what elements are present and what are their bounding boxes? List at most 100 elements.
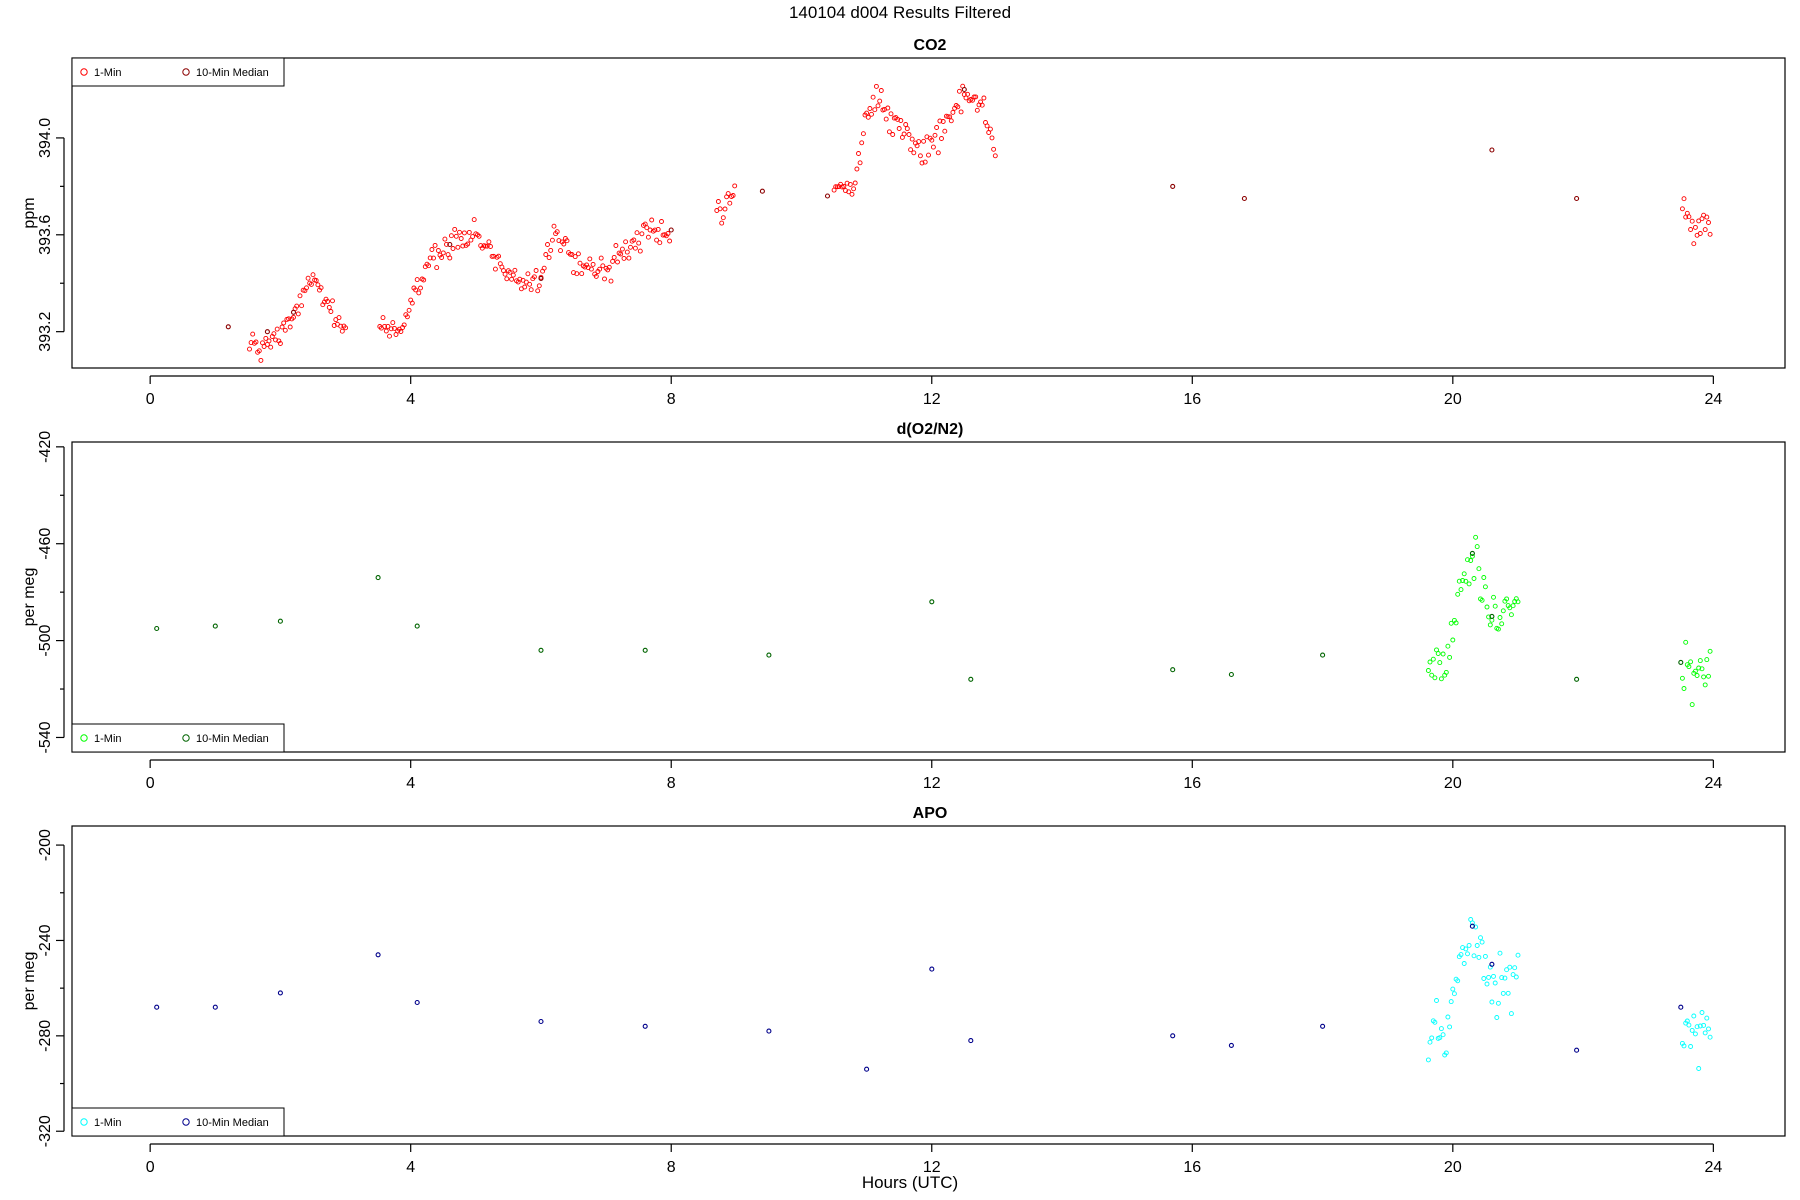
point-1min-co2 [450, 246, 456, 251]
point-1min-co2 [717, 206, 723, 212]
point-1min-co2 [558, 248, 563, 254]
point-1min-co2 [929, 137, 935, 143]
point-1min-o2n2 [1455, 591, 1461, 597]
point-1min-apo [1699, 1010, 1705, 1015]
point-1min-co2 [1681, 196, 1687, 202]
point-1min-co2 [602, 276, 607, 282]
point-1min-co2 [447, 255, 453, 261]
point-1min-co2 [1689, 218, 1695, 224]
point-1min-co2 [268, 344, 274, 350]
x-tick-label-apo: 0 [146, 1159, 155, 1176]
point-1min-co2 [429, 247, 435, 252]
point-1min-co2 [958, 109, 964, 115]
point-median-o2n2 [538, 647, 544, 653]
point-median-o2n2 [1170, 667, 1176, 673]
point-1min-co2 [398, 329, 404, 334]
point-1min-co2 [922, 159, 928, 165]
point-1min-co2 [971, 94, 977, 100]
point-1min-co2 [427, 255, 433, 261]
point-median-co2 [1170, 183, 1176, 189]
y-tick-label-co2: 394.0 [37, 118, 54, 158]
point-1min-co2 [523, 279, 529, 285]
point-1min-co2 [440, 250, 446, 256]
point-1min-co2 [304, 285, 309, 291]
point-1min-co2 [935, 150, 941, 156]
point-1min-co2 [955, 104, 961, 110]
point-1min-co2 [849, 191, 855, 197]
x-tick-label-apo: 16 [1183, 1159, 1201, 1176]
point-1min-co2 [626, 255, 632, 261]
point-median-apo [1170, 1033, 1176, 1039]
point-1min-apo [1465, 951, 1470, 957]
point-1min-co2 [452, 226, 458, 232]
point-1min-apo [1510, 972, 1516, 978]
panel-o2n2: d(O2/N2) per meg 0 4 8 12 16 20 24 -540 -500 -460… [21, 421, 1786, 792]
point-1min-o2n2 [1702, 682, 1708, 688]
point-1min-o2n2 [1515, 599, 1521, 605]
point-1min-co2 [896, 126, 902, 131]
point-1min-co2 [859, 140, 865, 146]
point-1min-co2 [930, 144, 936, 150]
point-1min-co2 [914, 143, 920, 149]
point-1min-co2 [486, 239, 492, 245]
point-1min-o2n2 [1425, 668, 1431, 673]
point-1min-apo [1502, 975, 1508, 981]
point-1min-apo [1473, 924, 1479, 930]
point-1min-co2 [873, 83, 879, 89]
point-1min-co2 [916, 139, 922, 145]
point-1min-co2 [305, 275, 311, 281]
point-1min-apo [1508, 1011, 1514, 1017]
point-1min-co2 [618, 251, 624, 257]
point-median-apo [929, 966, 935, 972]
point-median-apo [154, 1004, 160, 1010]
point-1min-co2 [636, 240, 642, 246]
point-1min-o2n2 [1499, 621, 1505, 627]
point-1min-co2 [715, 199, 721, 204]
point-median-o2n2 [642, 647, 648, 653]
point-1min-co2 [632, 245, 638, 251]
point-1min-o2n2 [1486, 614, 1492, 620]
point-1min-co2 [387, 333, 392, 339]
point-1min-co2 [588, 266, 594, 272]
point-1min-apo [1512, 965, 1518, 971]
point-median-apo [538, 1018, 544, 1025]
point-1min-co2 [406, 307, 412, 313]
point-1min-apo [1684, 1018, 1690, 1024]
point-1min-co2 [247, 346, 252, 352]
point-median-co2 [1241, 195, 1247, 202]
point-1min-co2 [328, 309, 334, 314]
point-median-apo [375, 952, 381, 958]
point-1min-co2 [525, 271, 531, 277]
point-median-co2 [447, 241, 453, 248]
point-median-o2n2 [1489, 613, 1495, 619]
point-1min-o2n2 [1453, 620, 1459, 626]
point-1min-co2 [261, 344, 267, 349]
point-1min-co2 [865, 114, 871, 120]
point-1min-co2 [548, 247, 554, 253]
point-1min-co2 [634, 230, 640, 236]
point-1min-o2n2 [1497, 615, 1503, 620]
point-1min-apo [1474, 943, 1480, 948]
y-tick-label-apo: -280 [37, 1020, 54, 1052]
x-tick-label-apo: 20 [1444, 1159, 1462, 1176]
point-1min-co2 [886, 129, 892, 135]
point-1min-apo [1701, 1022, 1707, 1028]
point-1min-co2 [956, 88, 962, 94]
point-1min-co2 [590, 261, 596, 267]
panel-co2: CO2 ppm 0 4 8 12 16 20 24 393.2 393.6 394.0 1-Min… [21, 37, 1786, 408]
point-1min-o2n2 [1487, 622, 1493, 628]
point-1min-co2 [1692, 224, 1698, 230]
point-1min-co2 [569, 252, 575, 257]
point-1min-o2n2 [1707, 648, 1713, 654]
point-1min-co2 [901, 131, 907, 137]
scatter-points-co2 [225, 83, 1713, 363]
point-1min-co2 [727, 200, 733, 206]
point-median-co2 [1489, 147, 1495, 153]
point-1min-o2n2 [1507, 605, 1513, 611]
point-1min-co2 [282, 327, 288, 333]
point-1min-co2 [657, 240, 663, 246]
point-median-apo [766, 1028, 772, 1034]
x-tick-label-o2n2: 4 [406, 775, 415, 792]
point-1min-co2 [343, 325, 349, 331]
point-1min-apo [1479, 939, 1485, 945]
